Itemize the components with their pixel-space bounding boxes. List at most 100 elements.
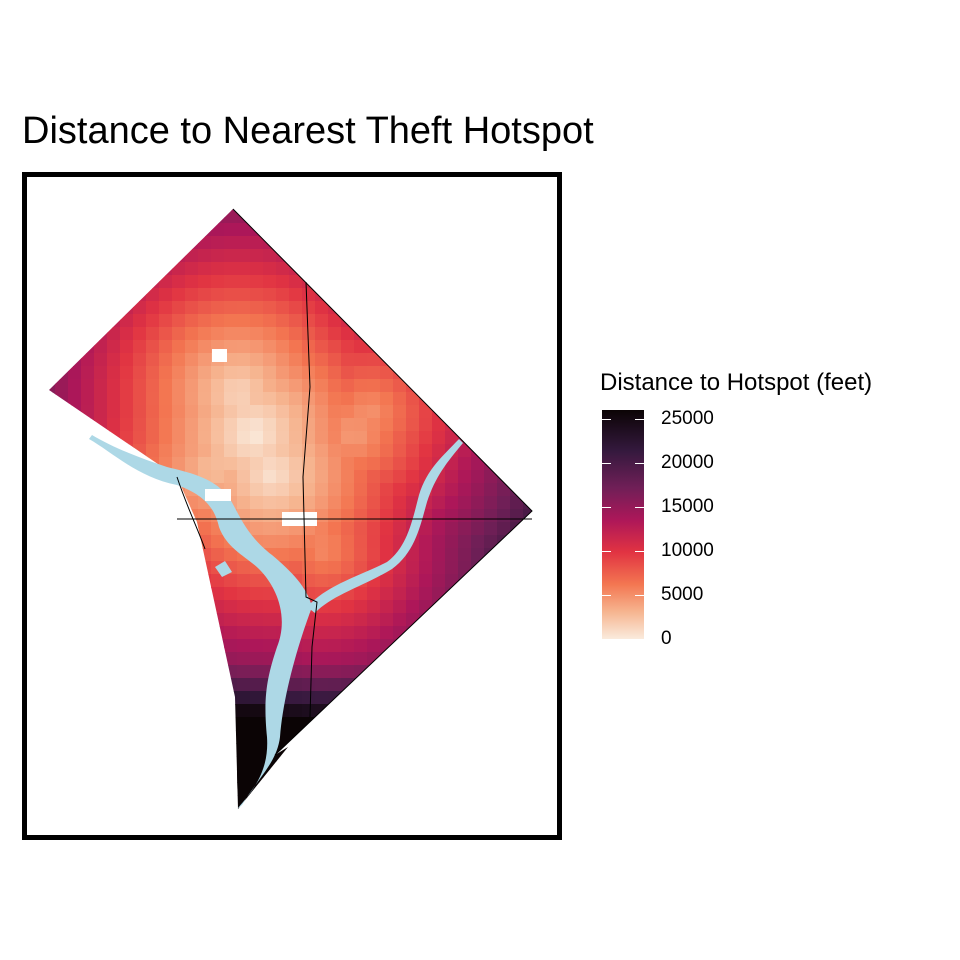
raster-cell: [458, 665, 472, 679]
raster-cell: [328, 431, 342, 445]
raster-cell: [445, 340, 459, 354]
raster-cell: [68, 457, 82, 471]
raster-cell: [471, 366, 485, 380]
raster-cell: [341, 340, 355, 354]
raster-cell: [523, 314, 532, 328]
raster-cell: [393, 405, 407, 419]
raster-cell: [94, 769, 108, 783]
raster-cell: [510, 574, 524, 588]
raster-cell: [94, 639, 108, 653]
raster-cell: [380, 743, 394, 757]
raster-cell: [224, 769, 238, 783]
raster-cell: [497, 730, 511, 744]
raster-cell: [224, 795, 238, 809]
raster-cell: [354, 808, 368, 809]
raster-cell: [68, 730, 82, 744]
raster-cell: [393, 691, 407, 705]
raster-cell: [484, 574, 498, 588]
legend-tick-mark: [602, 506, 611, 508]
raster-cell: [289, 561, 303, 575]
raster-cell: [432, 444, 446, 458]
raster-cell: [159, 574, 173, 588]
raster-cell: [302, 275, 316, 289]
raster-cell: [510, 353, 524, 367]
raster-cell: [367, 327, 381, 341]
raster-cell: [120, 340, 134, 354]
raster-cell: [120, 522, 134, 536]
raster-cell: [432, 613, 446, 627]
raster-cell: [211, 600, 225, 614]
raster-cell: [510, 756, 524, 770]
raster-cell: [380, 223, 394, 237]
raster-cell: [484, 587, 498, 601]
raster-cell: [289, 223, 303, 237]
raster-cell: [510, 522, 524, 536]
raster-cell: [55, 756, 69, 770]
raster-cell: [341, 431, 355, 445]
raster-cell: [250, 769, 264, 783]
raster-cell: [367, 717, 381, 731]
raster-cell: [510, 548, 524, 562]
raster-cell: [328, 678, 342, 692]
raster-cell: [263, 209, 277, 211]
raster-cell: [120, 561, 134, 575]
raster-cell: [185, 652, 199, 666]
legend-colorbar: [602, 410, 644, 639]
raster-cell: [49, 587, 56, 601]
raster-cell: [276, 483, 290, 497]
raster-cell: [49, 626, 56, 640]
raster-cell: [380, 379, 394, 393]
raster-cell: [68, 652, 82, 666]
raster-cell: [133, 288, 147, 302]
raster-cell: [354, 457, 368, 471]
raster-cell: [406, 717, 420, 731]
raster-cell: [49, 366, 56, 380]
raster-cell: [49, 262, 56, 276]
raster-cell: [55, 262, 69, 276]
raster-cell: [81, 496, 95, 510]
raster-cell: [367, 756, 381, 770]
raster-cell: [276, 444, 290, 458]
raster-cell: [523, 392, 532, 406]
raster-cell: [341, 223, 355, 237]
raster-cell: [146, 353, 160, 367]
raster-cell: [445, 509, 459, 523]
raster-cell: [224, 587, 238, 601]
raster-cell: [471, 327, 485, 341]
raster-cell: [81, 665, 95, 679]
raster-cell: [172, 209, 186, 211]
raster-cell: [263, 405, 277, 419]
raster-cell: [68, 444, 82, 458]
raster-cell: [55, 717, 69, 731]
raster-cell: [445, 717, 459, 731]
raster-cell: [484, 522, 498, 536]
raster-cell: [237, 483, 251, 497]
raster-cell: [159, 353, 173, 367]
raster-cell: [276, 210, 290, 224]
raster-cell: [159, 665, 173, 679]
raster-cell: [393, 379, 407, 393]
raster-cell: [432, 496, 446, 510]
raster-cell: [68, 431, 82, 445]
raster-cell: [107, 340, 121, 354]
raster-cell: [380, 665, 394, 679]
raster-cell: [49, 600, 56, 614]
raster-cell: [81, 392, 95, 406]
raster-cell: [198, 353, 212, 367]
raster-cell: [315, 275, 329, 289]
raster-cell: [315, 496, 329, 510]
raster-cell: [289, 444, 303, 458]
raster-cell: [341, 366, 355, 380]
raster-cell: [81, 548, 95, 562]
boundary-vertical: [302, 281, 318, 718]
raster-cell: [49, 574, 56, 588]
raster-cell: [341, 392, 355, 406]
raster-cell: [224, 327, 238, 341]
raster-cell: [159, 431, 173, 445]
raster-cell: [55, 314, 69, 328]
raster-cell: [510, 262, 524, 276]
raster-cell: [198, 626, 212, 640]
raster-cell: [393, 704, 407, 718]
raster-cell: [406, 392, 420, 406]
raster-cell: [198, 301, 212, 315]
